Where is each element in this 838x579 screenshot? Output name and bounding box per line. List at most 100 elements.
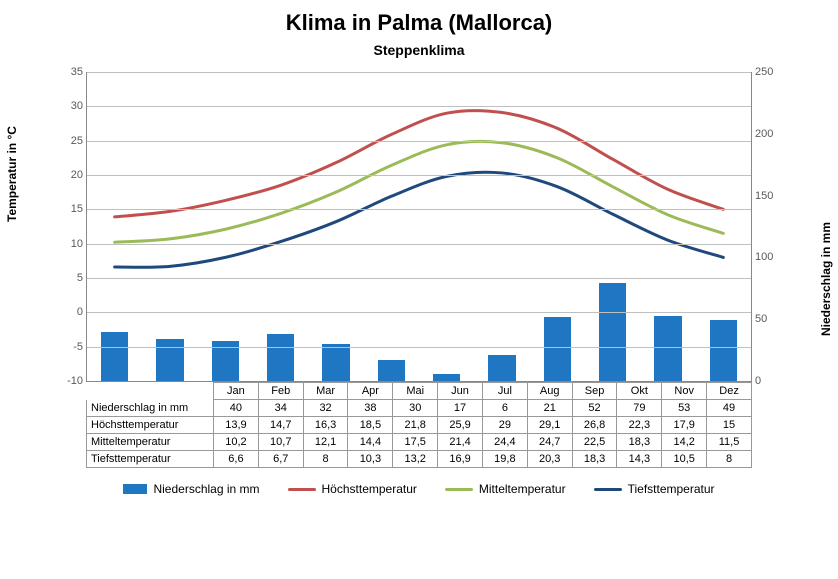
table-cell: 13,2 bbox=[393, 451, 438, 468]
table-cell: 10,5 bbox=[662, 451, 707, 468]
gridline bbox=[87, 141, 751, 142]
climate-chart-page: Klima in Palma (Mallorca) Steppenklima T… bbox=[0, 0, 838, 579]
y-tick-left: 20 bbox=[55, 169, 83, 181]
y-tick-left: -5 bbox=[55, 341, 83, 353]
line-mid bbox=[115, 141, 724, 242]
table-month-cell: Okt bbox=[617, 383, 662, 400]
table-cell: 10,7 bbox=[258, 434, 303, 451]
table-corner-cell bbox=[87, 383, 214, 400]
legend-swatch-line-icon bbox=[288, 488, 316, 491]
gridline bbox=[87, 244, 751, 245]
table-cell: 79 bbox=[617, 400, 662, 417]
y-tick-left: 35 bbox=[55, 66, 83, 78]
chart-title: Klima in Palma (Mallorca) bbox=[16, 10, 822, 36]
table-cell: 21,4 bbox=[438, 434, 483, 451]
y-tick-left: -10 bbox=[55, 375, 83, 387]
y-tick-right: 150 bbox=[755, 190, 787, 202]
gridline bbox=[87, 347, 751, 348]
table-cell: 29 bbox=[482, 417, 527, 434]
table-month-cell: Jul bbox=[482, 383, 527, 400]
table-month-cell: Dez bbox=[707, 383, 752, 400]
y-tick-right: 0 bbox=[755, 375, 787, 387]
legend-label: Tiefsttemperatur bbox=[628, 482, 715, 496]
y-tick-left: 10 bbox=[55, 238, 83, 250]
legend-label: Mitteltemperatur bbox=[479, 482, 566, 496]
table-cell: 49 bbox=[707, 400, 752, 417]
gridline bbox=[87, 106, 751, 107]
gridline bbox=[87, 312, 751, 313]
table-cell: 14,3 bbox=[617, 451, 662, 468]
table-cell: 21 bbox=[527, 400, 572, 417]
table-cell: 52 bbox=[572, 400, 617, 417]
table-month-cell: Jun bbox=[438, 383, 483, 400]
table-row-label: Mitteltemperatur bbox=[87, 434, 214, 451]
y-tick-right: 100 bbox=[755, 251, 787, 263]
table-month-cell: Jan bbox=[214, 383, 259, 400]
table-cell: 17,9 bbox=[662, 417, 707, 434]
table-month-cell: Apr bbox=[348, 383, 393, 400]
table-cell: 40 bbox=[214, 400, 259, 417]
table-cell: 11,5 bbox=[707, 434, 752, 451]
y-tick-left: 5 bbox=[55, 272, 83, 284]
chart-area: Temperatur in °C Niederschlag in mm -10-… bbox=[16, 62, 822, 382]
y-tick-right: 250 bbox=[755, 66, 787, 78]
table-cell: 26,8 bbox=[572, 417, 617, 434]
table-cell: 18,3 bbox=[572, 451, 617, 468]
legend-swatch-line-icon bbox=[445, 488, 473, 491]
y-tick-left: 25 bbox=[55, 135, 83, 147]
chart-subtitle: Steppenklima bbox=[16, 42, 822, 58]
table-cell: 14,7 bbox=[258, 417, 303, 434]
table-row: Höchsttemperatur13,914,716,318,521,825,9… bbox=[87, 417, 752, 434]
table-cell: 19,8 bbox=[482, 451, 527, 468]
table-cell: 30 bbox=[393, 400, 438, 417]
table-cell: 12,1 bbox=[303, 434, 348, 451]
y-tick-left: 0 bbox=[55, 306, 83, 318]
table-cell: 29,1 bbox=[527, 417, 572, 434]
table-cell: 6 bbox=[482, 400, 527, 417]
gridline bbox=[87, 278, 751, 279]
legend: Niederschlag in mm Höchsttemperatur Mitt… bbox=[16, 482, 822, 496]
legend-item-lo: Tiefsttemperatur bbox=[594, 482, 715, 496]
y-tick-left: 15 bbox=[55, 203, 83, 215]
table-cell: 8 bbox=[707, 451, 752, 468]
table-row: Mitteltemperatur10,210,712,114,417,521,4… bbox=[87, 434, 752, 451]
y-tick-left: 30 bbox=[55, 100, 83, 112]
table-month-cell: Sep bbox=[572, 383, 617, 400]
table-row-label: Niederschlag in mm bbox=[87, 400, 214, 417]
table-cell: 15 bbox=[707, 417, 752, 434]
table-cell: 24,4 bbox=[482, 434, 527, 451]
legend-label: Höchsttemperatur bbox=[322, 482, 417, 496]
table-cell: 6,7 bbox=[258, 451, 303, 468]
table-cell: 20,3 bbox=[527, 451, 572, 468]
table-cell: 16,9 bbox=[438, 451, 483, 468]
gridline bbox=[87, 175, 751, 176]
table-row: Niederschlag in mm4034323830176215279534… bbox=[87, 400, 752, 417]
data-table: JanFebMarAprMaiJunJulAugSepOktNovDezNied… bbox=[86, 382, 752, 468]
table-month-cell: Aug bbox=[527, 383, 572, 400]
lines-layer bbox=[87, 72, 751, 381]
table-cell: 38 bbox=[348, 400, 393, 417]
table-cell: 22,3 bbox=[617, 417, 662, 434]
table-cell: 17,5 bbox=[393, 434, 438, 451]
table-cell: 18,3 bbox=[617, 434, 662, 451]
line-hi bbox=[115, 111, 724, 217]
table-cell: 14,4 bbox=[348, 434, 393, 451]
y-tick-right: 200 bbox=[755, 128, 787, 140]
legend-swatch-line-icon bbox=[594, 488, 622, 491]
table-cell: 32 bbox=[303, 400, 348, 417]
table-cell: 13,9 bbox=[214, 417, 259, 434]
y-tick-right: 50 bbox=[755, 313, 787, 325]
table-cell: 16,3 bbox=[303, 417, 348, 434]
table-cell: 22,5 bbox=[572, 434, 617, 451]
table-row: Tiefsttemperatur6,66,7810,313,216,919,82… bbox=[87, 451, 752, 468]
table-month-cell: Nov bbox=[662, 383, 707, 400]
table-cell: 24,7 bbox=[527, 434, 572, 451]
table-row-label: Tiefsttemperatur bbox=[87, 451, 214, 468]
table-cell: 25,9 bbox=[438, 417, 483, 434]
table-cell: 18,5 bbox=[348, 417, 393, 434]
table-cell: 10,3 bbox=[348, 451, 393, 468]
line-lo bbox=[115, 172, 724, 267]
table-row-label: Höchsttemperatur bbox=[87, 417, 214, 434]
gridline bbox=[87, 209, 751, 210]
table-header-row: JanFebMarAprMaiJunJulAugSepOktNovDez bbox=[87, 383, 752, 400]
